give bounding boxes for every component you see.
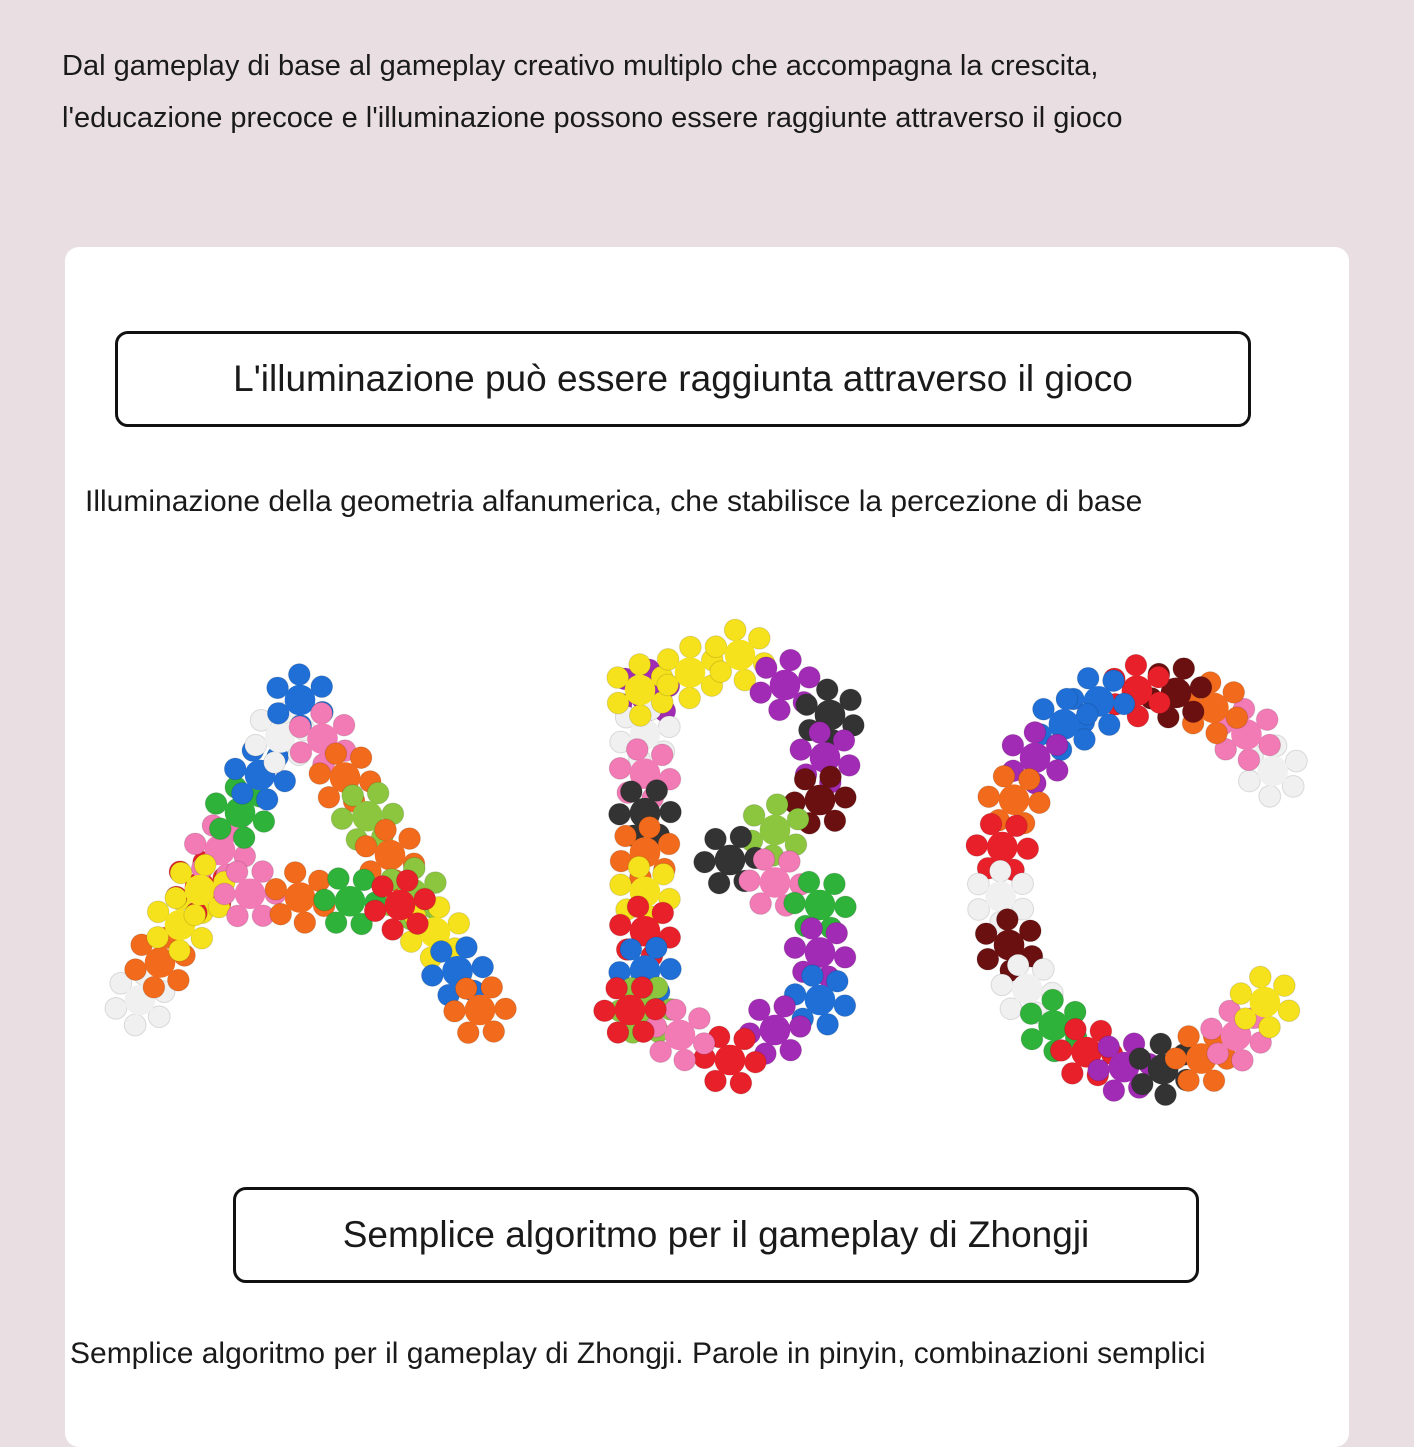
building-block xyxy=(1061,666,1136,737)
content-card: L'illuminazione può essere raggiunta att… xyxy=(65,247,1349,1447)
section-caption-1: Illuminazione della geometria alfanumeri… xyxy=(85,485,1143,518)
building-block xyxy=(974,908,1044,982)
building-block xyxy=(783,765,857,835)
section-caption-2: Semplice algoritmo per il gameplay di Zh… xyxy=(70,1337,1206,1370)
building-block xyxy=(704,618,776,692)
abc-building-blocks-image xyxy=(104,618,1308,1107)
intro-line-1: Dal gameplay di base al gameplay creativ… xyxy=(62,50,1099,82)
intro-line-2: l'educazione precoce e l'illuminazione p… xyxy=(62,102,1123,134)
building-block xyxy=(1229,965,1301,1039)
building-block xyxy=(363,869,437,941)
intro-text: Dal gameplay di base al gameplay creativ… xyxy=(62,40,1123,144)
section-heading-2: Semplice algoritmo per il gameplay di Zh… xyxy=(233,1187,1199,1283)
section-heading-1: L'illuminazione può essere raggiunta att… xyxy=(115,331,1251,427)
building-block xyxy=(330,781,405,851)
building-block xyxy=(783,917,857,988)
building-block xyxy=(693,1025,767,1095)
building-block xyxy=(164,853,236,927)
building-block xyxy=(593,976,667,1044)
building-block xyxy=(606,653,674,727)
building-block xyxy=(443,975,517,1045)
building-block xyxy=(965,812,1040,882)
building-block xyxy=(1019,988,1088,1063)
